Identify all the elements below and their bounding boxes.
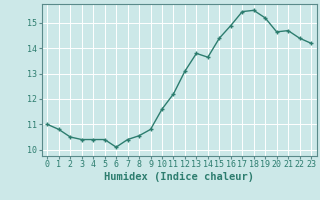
X-axis label: Humidex (Indice chaleur): Humidex (Indice chaleur) (104, 172, 254, 182)
